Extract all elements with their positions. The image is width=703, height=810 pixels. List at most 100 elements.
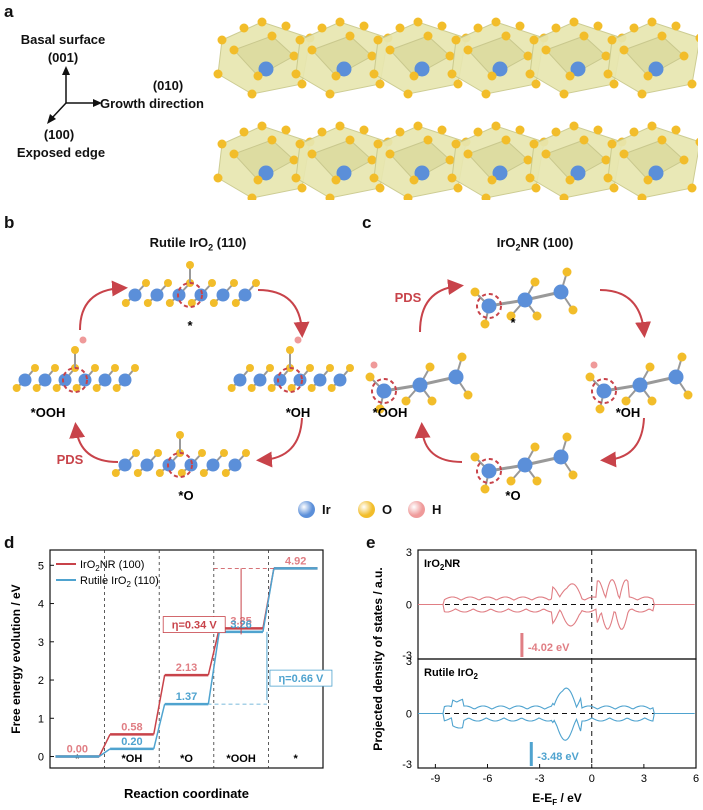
x-tick-label: 6 [693, 773, 699, 785]
o-atom [593, 21, 603, 31]
o-atom [132, 449, 140, 457]
ir-atom [570, 165, 586, 181]
o-atom [92, 384, 101, 392]
panel-a-letter: a [4, 2, 14, 21]
o-atom [525, 69, 535, 79]
o-atom [177, 469, 186, 477]
active-site-marker [476, 293, 502, 319]
o-atom [252, 279, 260, 287]
o-atom [541, 45, 551, 55]
o-atom [164, 279, 172, 287]
rutile-state-label: *O [178, 488, 193, 503]
o-atom [409, 175, 419, 185]
o-atom [365, 372, 375, 382]
y-tick-label: 2 [38, 675, 44, 687]
o-atom [155, 469, 164, 477]
dos-curve [418, 687, 695, 715]
o-atom [359, 21, 369, 31]
x-tick-label: -6 [483, 773, 493, 785]
o-atom [317, 127, 327, 137]
x-tick-label: -3 [535, 773, 545, 785]
ir-atom [553, 284, 569, 300]
dos-curve [418, 712, 695, 741]
category-label: * [75, 753, 80, 765]
nr-state-label: * [510, 315, 516, 330]
y-tick-label: 5 [38, 560, 44, 572]
ir-atom [481, 298, 497, 314]
o-atom [112, 384, 121, 392]
o-atom [683, 390, 693, 400]
x-tick-label: 3 [641, 773, 647, 785]
overpotential-box [162, 616, 226, 633]
cycle-arrow [600, 417, 645, 468]
o-atom [217, 35, 227, 45]
o-atom [637, 193, 647, 200]
band-center-label: -3.48 eV [537, 751, 579, 763]
o-atom [395, 127, 405, 137]
o-atom [403, 193, 413, 200]
category-label: *OH [122, 753, 143, 765]
energy-connector [262, 568, 275, 632]
o-atom [307, 149, 317, 159]
panel-b-title: Rutile IrO2 (110) [149, 235, 247, 253]
active-site-marker [476, 458, 502, 484]
o-atom [457, 352, 467, 362]
o-atom [359, 125, 369, 135]
oer-cycles: * *OH *O *OOH PDS * *OH *O *OOH PDS [12, 261, 693, 503]
o-atom [506, 311, 516, 321]
o-atom [427, 396, 437, 406]
nanoribbon-structure [213, 17, 698, 200]
energy-value-label: 2.13 [176, 662, 197, 674]
o-atom [375, 183, 385, 193]
rutile-state-o [111, 431, 250, 478]
ir-atom [336, 165, 352, 181]
nr-state-ooh [365, 352, 473, 414]
o-atom [401, 396, 411, 406]
rutile-pds-label: PDS [57, 452, 84, 467]
o-atom [463, 390, 473, 400]
growth-direction-index: (010) [152, 78, 184, 93]
o-atom [445, 51, 455, 61]
o-atom [121, 299, 130, 307]
o-atom [562, 432, 572, 442]
category-label: *O [180, 753, 193, 765]
ir-atom [233, 373, 247, 387]
o-atom [679, 51, 689, 61]
o-atom [267, 384, 276, 392]
active-site-marker [591, 378, 617, 404]
o-atom [331, 71, 341, 81]
o-atom [220, 449, 228, 457]
o-atom [609, 183, 619, 193]
subplot-title: IrO2NR [424, 558, 460, 572]
o-atom [529, 35, 539, 45]
legend-ir-icon [298, 501, 315, 518]
o-atom [307, 45, 317, 55]
h-atom [590, 361, 598, 369]
o-atom [246, 364, 254, 372]
o-atom [551, 127, 561, 137]
ir-atom [668, 369, 684, 385]
o-atom [463, 45, 473, 55]
energy-connector [207, 631, 221, 705]
energy-value-label: 4.92 [285, 555, 306, 567]
o-atom [530, 442, 540, 452]
rutile-state-label: *OH [286, 405, 311, 420]
o-atom [506, 476, 516, 486]
o-atom [637, 89, 647, 99]
ir-atom [273, 373, 287, 387]
h-atom [79, 336, 87, 344]
rutile-state-label: * [187, 318, 193, 333]
o-atom [230, 279, 238, 287]
o-atom [267, 31, 277, 41]
o-atom [369, 69, 379, 79]
ir-atom [206, 458, 220, 472]
axes-arrow-icon [47, 66, 102, 124]
y-tick-label: 0 [406, 709, 412, 721]
ir-atom [570, 61, 586, 77]
exposed-edge-label: Exposed edge [16, 145, 106, 160]
o-atom [154, 449, 162, 457]
o-atom [687, 183, 697, 193]
ir-atom [238, 288, 252, 302]
o-atom [295, 139, 305, 149]
panel-c-letter: c [362, 213, 372, 232]
